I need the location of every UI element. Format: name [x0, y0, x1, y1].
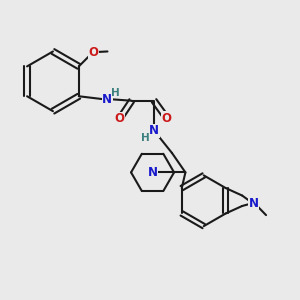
Text: N: N: [149, 124, 159, 137]
Text: N: N: [148, 166, 158, 179]
Text: O: O: [162, 112, 172, 124]
Text: O: O: [88, 46, 98, 59]
Text: O: O: [115, 112, 125, 125]
Text: N: N: [249, 197, 259, 210]
Text: N: N: [102, 93, 112, 106]
Text: H: H: [111, 88, 120, 98]
Text: H: H: [141, 133, 149, 143]
